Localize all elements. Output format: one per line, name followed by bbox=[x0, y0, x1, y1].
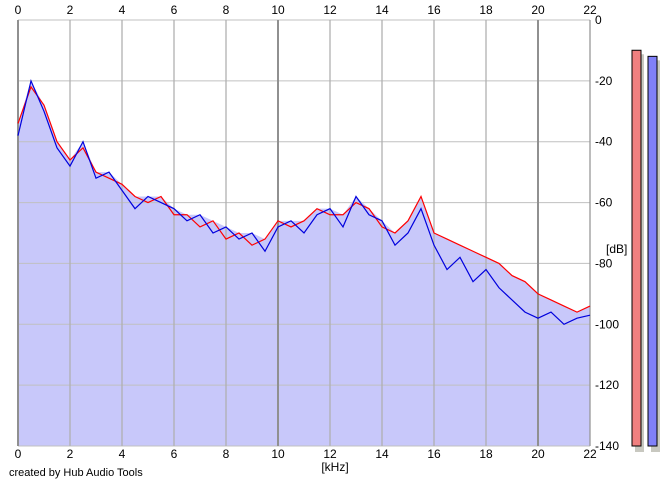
x-tick-label-bottom: 6 bbox=[171, 447, 178, 461]
x-tick-label-top: 12 bbox=[323, 3, 337, 17]
x-tick-label-top: 2 bbox=[67, 3, 74, 17]
x-tick-label-top: 20 bbox=[531, 3, 545, 17]
x-tick-label-bottom: 16 bbox=[427, 447, 441, 461]
x-tick-label-bottom: 10 bbox=[271, 447, 285, 461]
x-tick-label-bottom: 4 bbox=[119, 447, 126, 461]
x-axis-label: [kHz] bbox=[321, 460, 348, 474]
series-line-left bbox=[17, 85, 591, 313]
x-tick-label-top: 6 bbox=[171, 3, 178, 17]
y-tick-label: -120 bbox=[595, 378, 619, 392]
x-tick-label-bottom: 12 bbox=[323, 447, 337, 461]
x-tick-label-bottom: 8 bbox=[223, 447, 230, 461]
x-tick-label-top: 10 bbox=[271, 3, 285, 17]
x-tick-label-bottom: 20 bbox=[531, 447, 545, 461]
y-axis-label: [dB] bbox=[606, 242, 627, 256]
x-tick-label-top: 0 bbox=[15, 3, 22, 17]
level-meter-right bbox=[647, 55, 658, 447]
y-tick-label: -80 bbox=[595, 256, 613, 270]
y-tick-label: -140 bbox=[595, 439, 619, 453]
y-tick-label: -60 bbox=[595, 196, 613, 210]
x-tick-label-top: 22 bbox=[583, 3, 597, 17]
x-tick-label-top: 4 bbox=[119, 3, 126, 17]
x-tick-label-bottom: 14 bbox=[375, 447, 389, 461]
x-tick-label-top: 14 bbox=[375, 3, 389, 17]
x-tick-label-top: 18 bbox=[479, 3, 493, 17]
y-tick-label: -40 bbox=[595, 135, 613, 149]
x-tick-label-bottom: 18 bbox=[479, 447, 493, 461]
x-tick-label-bottom: 22 bbox=[583, 447, 597, 461]
x-tick-label-top: 8 bbox=[223, 3, 230, 17]
credit-text: created by Hub Audio Tools bbox=[9, 467, 143, 479]
y-tick-label: -20 bbox=[595, 74, 613, 88]
level-meter-left bbox=[631, 49, 642, 447]
x-tick-label-bottom: 0 bbox=[15, 447, 22, 461]
x-tick-label-top: 16 bbox=[427, 3, 441, 17]
x-tick-label-bottom: 2 bbox=[67, 447, 74, 461]
y-tick-label: -100 bbox=[595, 317, 619, 331]
series-line-right bbox=[17, 78, 591, 326]
y-tick-label: 0 bbox=[595, 13, 602, 27]
